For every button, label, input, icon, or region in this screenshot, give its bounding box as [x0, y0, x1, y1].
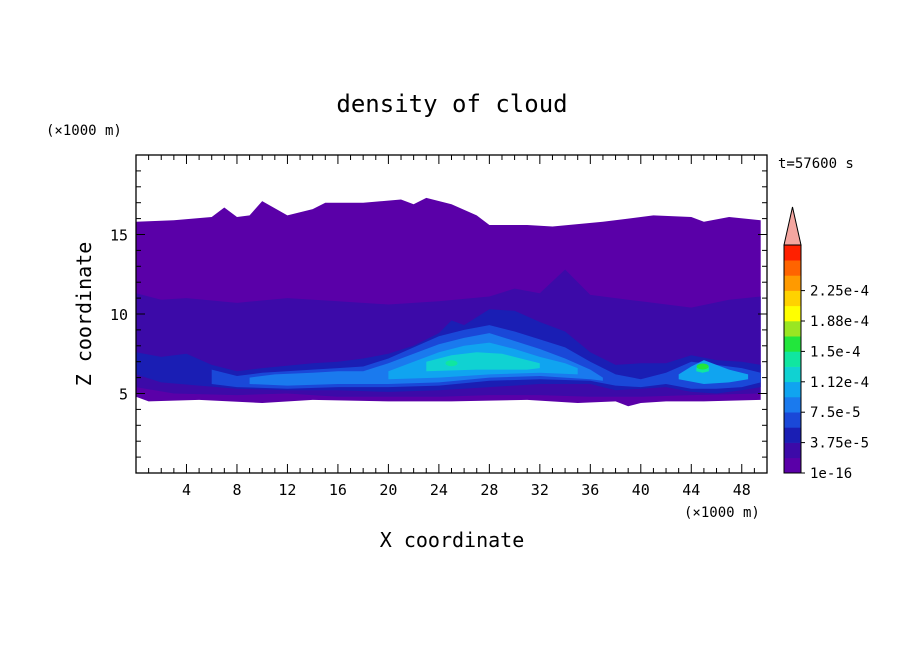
x-tick-label: 36 [581, 481, 599, 499]
x-unit-label: (×1000 m) [684, 505, 760, 521]
colorbar-swatch [784, 442, 801, 459]
colorbar-swatch [784, 290, 801, 307]
colorbar-label: 7.5e-5 [810, 405, 861, 421]
colorbar-label: 1e-16 [810, 466, 852, 482]
colorbar-swatch [784, 397, 801, 413]
colorbar-swatch [784, 275, 801, 291]
colorbar-label: 3.75e-5 [810, 436, 869, 452]
colorbar-label: 1.88e-4 [810, 314, 869, 330]
chart-title: density of cloud [336, 90, 567, 118]
density-peak-0 [477, 355, 490, 362]
colorbar-swatch [784, 381, 801, 398]
colorbar-label: 2.25e-4 [810, 284, 869, 300]
time-label: t=57600 s [778, 156, 854, 172]
colorbar-swatch [784, 366, 801, 383]
colorbar-swatch [784, 336, 801, 352]
contour-region-6 [426, 352, 540, 372]
x-tick-label: 12 [278, 481, 296, 499]
x-tick-label: 32 [531, 481, 549, 499]
density-peak-1 [514, 360, 527, 367]
y-tick-label: 10 [110, 306, 128, 324]
colorbar-swatch [784, 412, 801, 428]
y-tick-label: 15 [110, 227, 128, 245]
colorbar-label: 1.12e-4 [810, 375, 869, 391]
colorbar-swatch [784, 427, 801, 443]
density-peak-2 [445, 360, 458, 367]
x-tick-label: 40 [632, 481, 650, 499]
contour-region-7 [678, 360, 749, 384]
x-tick-label: 44 [682, 481, 700, 499]
x-axis-label: X coordinate [380, 528, 525, 552]
y-tick-label: 5 [119, 386, 128, 404]
x-tick-label: 8 [232, 481, 241, 499]
colorbar-swatch [784, 305, 801, 322]
colorbar-swatch [784, 321, 801, 337]
x-tick-label: 28 [480, 481, 498, 499]
colorbar-swatch [784, 351, 801, 367]
colorbar-swatch [784, 245, 801, 261]
x-tick-label: 16 [329, 481, 347, 499]
colorbar-extend-arrow [783, 206, 802, 246]
x-tick-label: 4 [182, 481, 191, 499]
contour-fill-layer [136, 197, 761, 407]
x-tick-label: 48 [733, 481, 751, 499]
colorbar: 1e-16 3.75e-5 7.5e-5 1.12e-4 1.5e-4 1.88e-4 2.… [783, 206, 869, 482]
colorbar-frame [783, 244, 802, 474]
y-axis-label: Z coordinate [72, 242, 96, 387]
colorbar-swatch [784, 457, 801, 474]
colorbar-swatch [784, 260, 801, 276]
x-tick-label: 24 [430, 481, 448, 499]
y-unit-label: (×1000 m) [46, 123, 122, 139]
colorbar-label: 1.5e-4 [810, 344, 861, 360]
density-peak-3 [696, 363, 709, 370]
x-tick-label: 20 [379, 481, 397, 499]
